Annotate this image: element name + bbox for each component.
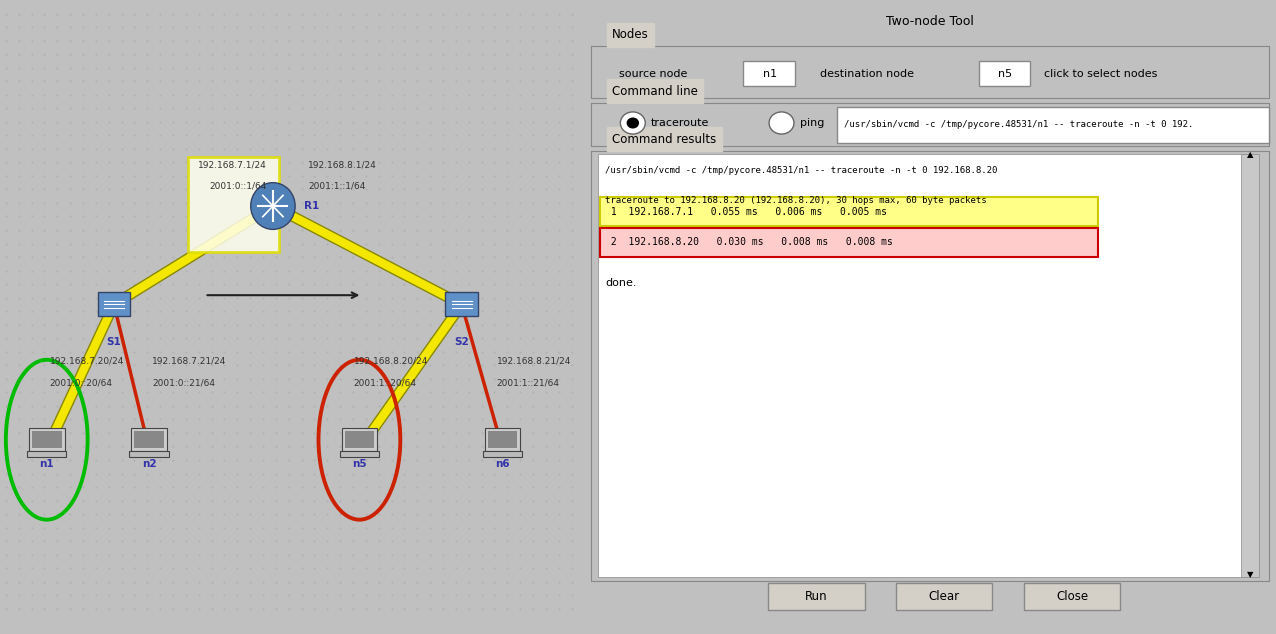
Text: n6: n6 (495, 460, 510, 469)
Bar (445, 292, 478, 316)
Bar (487, 431, 518, 448)
Text: 192.168.8.1/24: 192.168.8.1/24 (308, 160, 376, 169)
Text: 2  192.168.8.20   0.030 ms   0.008 ms   0.008 ms: 2 192.168.8.20 0.030 ms 0.008 ms 0.008 m… (605, 237, 893, 247)
Text: 192.168.8.21/24: 192.168.8.21/24 (496, 357, 572, 366)
Bar (598, 154, 1248, 577)
Text: done.: done. (605, 278, 637, 288)
Bar (484, 451, 522, 457)
Bar (485, 428, 521, 451)
Text: ▲: ▲ (1247, 150, 1253, 160)
Text: ping: ping (800, 118, 824, 128)
Bar (744, 61, 795, 86)
Text: 192.168.7.21/24: 192.168.7.21/24 (152, 357, 226, 366)
Circle shape (250, 183, 295, 230)
Bar (1242, 154, 1258, 577)
Text: 1  192.168.7.1   0.055 ms   0.006 ms   0.005 ms: 1 192.168.7.1 0.055 ms 0.006 ms 0.005 ms (605, 207, 887, 217)
Bar (32, 431, 61, 448)
Text: 2001:1::21/64: 2001:1::21/64 (496, 378, 560, 387)
Text: source node: source node (619, 69, 688, 79)
Text: R1: R1 (304, 201, 319, 211)
Text: n1: n1 (763, 69, 777, 79)
Text: traceroute to 192.168.8.20 (192.168.8.20), 30 hops max, 60 byte packets: traceroute to 192.168.8.20 (192.168.8.20… (605, 195, 986, 205)
Bar (345, 431, 374, 448)
Bar (979, 61, 1031, 86)
Text: /usr/sbin/vcmd -c /tmp/pycore.48531/n1 -- traceroute -n -t 0 192.168.8.20: /usr/sbin/vcmd -c /tmp/pycore.48531/n1 -… (605, 166, 998, 175)
Text: ▼: ▼ (1247, 571, 1253, 579)
Circle shape (620, 112, 646, 134)
Bar (129, 451, 168, 457)
Text: S2: S2 (454, 337, 470, 347)
Text: n5: n5 (352, 460, 366, 469)
Bar (600, 228, 1097, 257)
Text: Run: Run (805, 590, 827, 603)
Bar (896, 583, 993, 610)
Text: traceroute: traceroute (651, 118, 709, 128)
Text: Command line: Command line (612, 85, 698, 98)
Bar (97, 292, 130, 316)
Text: Nodes: Nodes (612, 28, 648, 41)
Bar (837, 107, 1270, 143)
Bar (27, 451, 66, 457)
Text: Close: Close (1057, 590, 1088, 603)
Bar (339, 451, 379, 457)
Circle shape (769, 112, 794, 134)
Text: 192.168.7.1/24: 192.168.7.1/24 (198, 160, 267, 169)
Text: destination node: destination node (819, 69, 914, 79)
Text: S1: S1 (107, 337, 121, 347)
Text: 192.168.8.20/24: 192.168.8.20/24 (353, 357, 427, 366)
Circle shape (627, 117, 639, 129)
Text: n2: n2 (142, 460, 157, 469)
Bar (1023, 583, 1120, 610)
Bar (600, 197, 1097, 226)
Text: 2001:0::20/64: 2001:0::20/64 (50, 378, 112, 387)
Text: n5: n5 (998, 69, 1012, 79)
Text: 192.168.7.20/24: 192.168.7.20/24 (50, 357, 124, 366)
Text: Clear: Clear (929, 590, 960, 603)
Text: Two-node Tool: Two-node Tool (887, 15, 974, 28)
Text: n1: n1 (40, 460, 54, 469)
Bar (134, 431, 163, 448)
Bar (131, 428, 167, 451)
Text: 2001:1::20/64: 2001:1::20/64 (353, 378, 416, 387)
Bar (342, 428, 378, 451)
Bar (768, 583, 865, 610)
Text: 2001:0::21/64: 2001:0::21/64 (152, 378, 214, 387)
Bar (29, 428, 65, 451)
Text: Command results: Command results (612, 133, 716, 146)
Text: 2001:0::1/64: 2001:0::1/64 (209, 181, 267, 190)
Text: 2001:1::1/64: 2001:1::1/64 (308, 181, 365, 190)
Text: click to select nodes: click to select nodes (1044, 69, 1157, 79)
Bar (188, 157, 278, 252)
Text: /usr/sbin/vcmd -c /tmp/pycore.48531/n1 -- traceroute -n -t 0 192.: /usr/sbin/vcmd -c /tmp/pycore.48531/n1 -… (843, 120, 1193, 129)
